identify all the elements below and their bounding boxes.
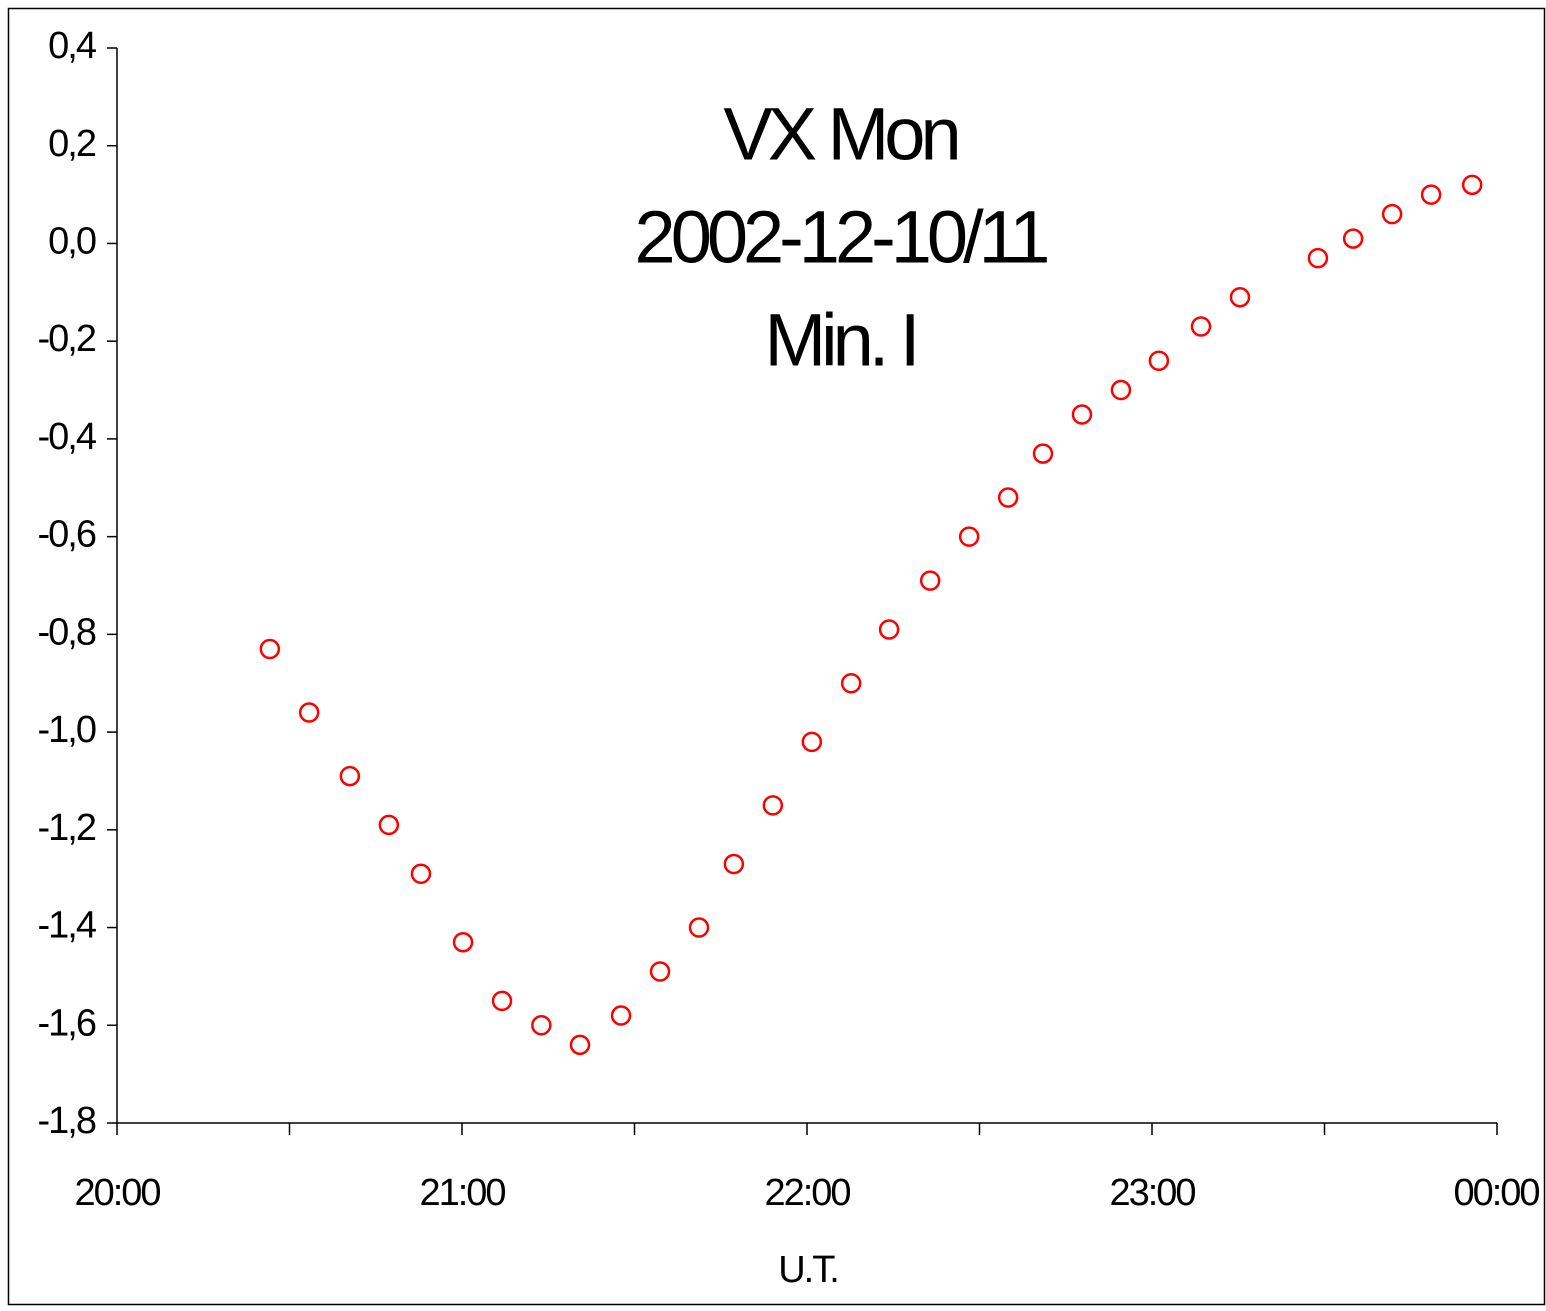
chart-title: VX Mon bbox=[723, 93, 957, 176]
data-point bbox=[878, 619, 900, 640]
y-tick-label: -1,0 bbox=[38, 709, 96, 751]
data-point bbox=[378, 814, 400, 836]
y-tick-label: -0,4 bbox=[38, 416, 97, 458]
data-point bbox=[569, 1034, 591, 1056]
y-tick-label: -1,4 bbox=[38, 905, 97, 947]
chart-title: Min. I bbox=[765, 299, 916, 382]
data-point bbox=[762, 795, 784, 816]
data-point bbox=[840, 672, 862, 694]
data-point bbox=[1229, 286, 1251, 308]
chart-title: 2002-12-10/11 bbox=[635, 196, 1048, 279]
data-point bbox=[610, 1005, 632, 1026]
data-point bbox=[1307, 247, 1329, 269]
data-point bbox=[919, 570, 941, 591]
data-point bbox=[1381, 203, 1403, 225]
data-point bbox=[958, 526, 980, 547]
y-tick-label: 0,4 bbox=[48, 25, 97, 67]
data-point bbox=[410, 863, 432, 885]
data-point bbox=[1071, 404, 1093, 425]
data-point bbox=[723, 853, 745, 875]
chart-border bbox=[7, 7, 1546, 1306]
data-point bbox=[1461, 174, 1483, 196]
y-tick-label: 0,2 bbox=[48, 123, 96, 165]
data-point bbox=[1032, 443, 1054, 464]
x-axis-label: U.T. bbox=[778, 1249, 838, 1291]
data-point bbox=[491, 990, 513, 1012]
y-tick-label: -0,2 bbox=[38, 318, 96, 360]
x-tick-label: 20:00 bbox=[74, 1172, 160, 1214]
data-point bbox=[1190, 316, 1212, 337]
y-tick-label: -0,8 bbox=[38, 611, 96, 653]
data-point bbox=[531, 1015, 552, 1036]
data-point bbox=[452, 931, 474, 953]
data-point bbox=[1420, 184, 1442, 205]
y-tick-label: -1,6 bbox=[38, 1002, 96, 1044]
data-point bbox=[298, 702, 320, 723]
data-point bbox=[1148, 350, 1170, 371]
data-point bbox=[1342, 228, 1364, 249]
y-tick-label: -1,8 bbox=[38, 1100, 96, 1142]
data-point bbox=[997, 487, 1019, 508]
y-tick-label: 0,0 bbox=[48, 220, 96, 262]
data-point bbox=[339, 765, 361, 787]
x-tick-label: 00:00 bbox=[1453, 1172, 1539, 1214]
data-point bbox=[801, 731, 823, 753]
x-tick-label: 21:00 bbox=[419, 1172, 505, 1214]
x-tick-label: 23:00 bbox=[1109, 1172, 1195, 1214]
data-point bbox=[688, 917, 710, 938]
y-tick-label: -1,2 bbox=[38, 807, 96, 849]
data-point bbox=[259, 638, 281, 660]
data-point bbox=[1110, 379, 1132, 401]
data-point bbox=[649, 961, 671, 982]
y-tick-label: -0,6 bbox=[38, 514, 96, 556]
x-tick-label: 22:00 bbox=[764, 1172, 850, 1214]
